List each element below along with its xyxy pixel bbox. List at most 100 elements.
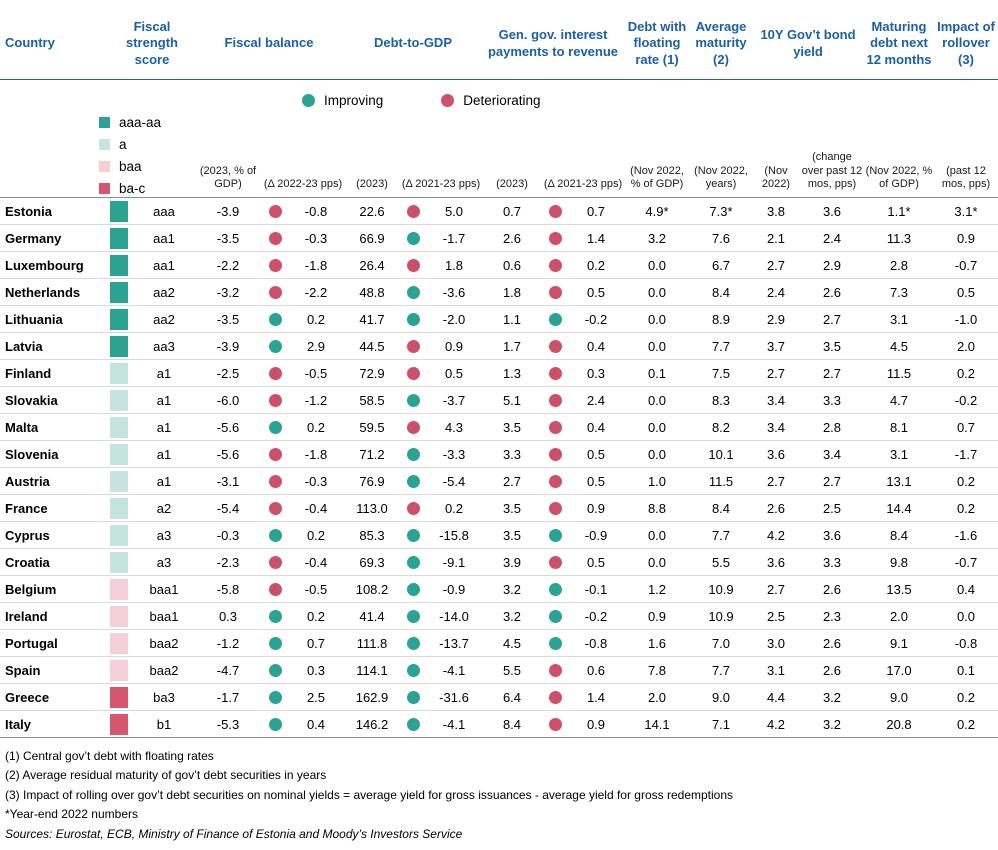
- fiscal-balance-delta-cell: -0.5: [304, 581, 328, 597]
- bond-yield-cell: 3.7: [766, 338, 786, 354]
- debt-to-gdp-cell: 22.6: [359, 203, 385, 219]
- trend-dot-icon: [268, 528, 282, 542]
- debt-to-gdp-cell: 146.2: [355, 716, 389, 732]
- score-swatch-cell: [110, 713, 134, 735]
- interest-payments-cell: 3.5: [502, 500, 522, 516]
- score-cell: baa2: [149, 635, 179, 651]
- col-header-bond-yield: 10Y Gov’t bond yield: [760, 27, 856, 59]
- table-row: Belgium baa1 -5.8 -0.5 108.2 -0.9 3.2 -0…: [0, 576, 998, 603]
- debt-to-gdp-cell: 72.9: [359, 365, 385, 381]
- score-swatch-cell: [110, 632, 134, 654]
- bond-yield-cell: 2.7: [766, 257, 786, 273]
- country-cell: Austria: [5, 473, 50, 489]
- bond-yield-cell: 2.7: [766, 581, 786, 597]
- bond-yield-change-cell: 2.6: [822, 284, 842, 300]
- trend-dot-icon: [406, 609, 420, 623]
- bond-yield-change-cell: 3.3: [822, 392, 842, 408]
- improving-dot-icon: [302, 94, 315, 107]
- avg-maturity-cell: 10.1: [708, 446, 734, 462]
- bond-yield-cell: 3.6: [766, 554, 786, 570]
- unit-debt-level: (2023): [356, 178, 388, 191]
- country-cell: Portugal: [5, 635, 58, 651]
- trend-dot-icon: [548, 636, 562, 650]
- debt-to-gdp-cell: 76.9: [359, 473, 385, 489]
- bond-yield-change-cell: 2.4: [822, 230, 842, 246]
- bond-yield-cell: 3.1: [766, 662, 786, 678]
- debt-to-gdp-delta-cell: -1.7: [442, 230, 466, 246]
- debt-to-gdp-cell: 162.9: [355, 689, 389, 705]
- fiscal-balance-cell: -4.7: [216, 662, 240, 678]
- interest-payments-trend-cell: [542, 690, 568, 704]
- maturing-debt-cell: 11.3: [886, 230, 912, 246]
- trend-dot-icon: [548, 528, 562, 542]
- unit-interest-delta: (Δ 2021-23 pps): [543, 178, 623, 191]
- fiscal-balance-trend-cell: [262, 420, 288, 434]
- table-row: Ireland baa1 0.3 0.2 41.4 -14.0 3.2 -0.2…: [0, 603, 998, 630]
- bond-yield-change-cell: 2.7: [822, 365, 842, 381]
- fiscal-balance-delta-cell: 0.2: [306, 527, 326, 543]
- rollover-cell: -1.0: [954, 311, 978, 327]
- table-row: Slovenia a1 -5.6 -1.8 71.2 -3.3 3.3 0.5 …: [0, 441, 998, 468]
- fiscal-balance-cell: 0.3: [218, 608, 238, 624]
- interest-payments-trend-cell: [542, 420, 568, 434]
- interest-payments-delta-cell: 0.6: [586, 662, 606, 678]
- interest-payments-trend-cell: [542, 609, 568, 623]
- trend-dot-icon: [268, 501, 282, 515]
- debt-to-gdp-trend-cell: [400, 204, 426, 218]
- maturing-debt-cell: 7.3: [889, 284, 909, 300]
- interest-payments-trend-cell: [542, 717, 568, 731]
- debt-to-gdp-cell: 114.1: [356, 662, 388, 678]
- fiscal-balance-delta-cell: -0.3: [304, 473, 328, 489]
- floating-rate-cell: 1.2: [647, 581, 667, 597]
- rollover-cell: 0.9: [956, 230, 976, 246]
- trend-dot-icon: [268, 609, 282, 623]
- bond-yield-cell: 2.1: [766, 230, 786, 246]
- score-cell: a1: [156, 419, 172, 435]
- country-cell: Luxembourg: [5, 257, 84, 273]
- debt-to-gdp-trend-cell: [400, 285, 426, 299]
- score-cell: baa2: [149, 662, 179, 678]
- col-header-avg-maturity: Average maturity (2): [695, 19, 747, 67]
- bond-yield-cell: 2.7: [766, 365, 786, 381]
- fiscal-balance-delta-cell: 2.5: [306, 689, 326, 705]
- debt-to-gdp-trend-cell: [400, 717, 426, 731]
- legend-section: Improving Deteriorating aaa-aa a baa ba-…: [0, 80, 998, 198]
- fiscal-balance-cell: -6.0: [216, 392, 240, 408]
- floating-rate-cell: 8.8: [647, 500, 667, 516]
- maturing-debt-cell: 14.4: [886, 500, 912, 516]
- score-swatch: [110, 551, 128, 573]
- bond-yield-change-cell: 2.6: [822, 635, 842, 651]
- unit-fiscal-balance-delta: (Δ 2022-23 pps): [263, 178, 343, 191]
- rollover-cell: -0.8: [954, 635, 978, 651]
- avg-maturity-cell: 8.3: [711, 392, 731, 408]
- band-a-swatch-icon: [99, 139, 110, 150]
- trend-dot-icon: [548, 258, 562, 272]
- score-cell: baa1: [149, 608, 179, 624]
- trend-dot-icon: [548, 582, 562, 596]
- trend-dot-icon: [406, 366, 420, 380]
- fiscal-balance-delta-cell: 2.9: [306, 338, 326, 354]
- trend-dot-icon: [406, 204, 420, 218]
- country-cell: Latvia: [5, 338, 43, 354]
- avg-maturity-cell: 7.1: [711, 716, 731, 732]
- avg-maturity-cell: 5.5: [711, 554, 731, 570]
- table-row: Spain baa2 -4.7 0.3 114.1 -4.1 5.5 0.6 7…: [0, 657, 998, 684]
- debt-to-gdp-trend-cell: [400, 312, 426, 326]
- country-cell: Malta: [5, 419, 39, 435]
- fiscal-balance-trend-cell: [262, 474, 288, 488]
- bond-yield-change-cell: 2.3: [822, 608, 842, 624]
- score-cell: b1: [156, 716, 172, 732]
- fiscal-balance-delta-cell: -0.5: [304, 365, 328, 381]
- fiscal-balance-cell: -2.5: [216, 365, 240, 381]
- band-a-label: a: [119, 137, 127, 152]
- debt-to-gdp-delta-cell: 1.8: [444, 257, 464, 273]
- debt-to-gdp-cell: 26.4: [359, 257, 385, 273]
- table-row: Luxembourg aa1 -2.2 -1.8 26.4 1.8 0.6 0.…: [0, 252, 998, 279]
- rollover-cell: 0.5: [956, 284, 976, 300]
- fiscal-balance-delta-cell: -0.8: [304, 203, 328, 219]
- score-swatch: [110, 524, 128, 546]
- avg-maturity-cell: 7.7: [711, 662, 731, 678]
- interest-payments-trend-cell: [542, 555, 568, 569]
- interest-payments-trend-cell: [542, 204, 568, 218]
- trend-dot-icon: [268, 204, 282, 218]
